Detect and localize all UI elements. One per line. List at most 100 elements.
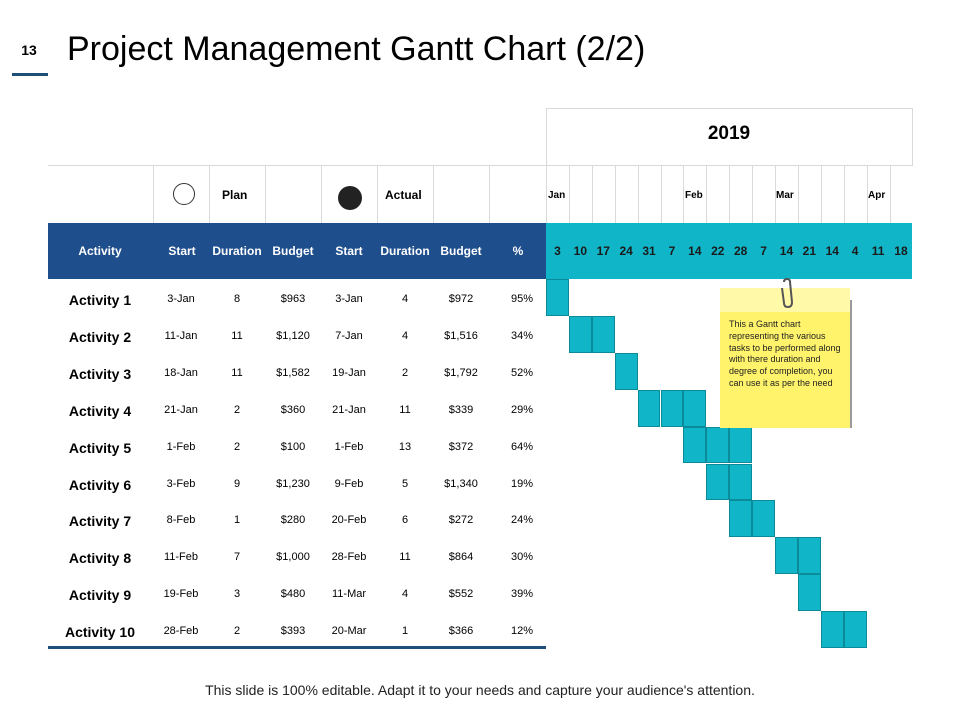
plan-duration-cell: 2 <box>233 440 241 453</box>
paperclip-icon <box>781 278 794 309</box>
gantt-bar-6 <box>729 463 753 501</box>
percent-cell: 19% <box>510 477 534 490</box>
actual-start-cell: 28-Feb <box>331 551 367 564</box>
plan-duration-cell: 2 <box>233 625 241 638</box>
week-label: 10 <box>573 244 588 258</box>
gantt-bar-8 <box>797 537 821 575</box>
plan-budget-cell: $393 <box>280 625 306 638</box>
week-label: 14 <box>825 244 839 258</box>
actual-start-cell: 9-Feb <box>334 477 364 490</box>
week-label: 3 <box>554 244 561 258</box>
table-bottom-border <box>48 646 546 649</box>
week-grid-line <box>752 166 753 223</box>
actual-label: Actual <box>385 188 422 202</box>
grid-line <box>153 166 154 223</box>
plan-start-cell: 19-Feb <box>163 588 199 601</box>
activity-name: Activity 3 <box>68 365 132 382</box>
column-header-actual-budget: Budget <box>440 244 482 258</box>
activity-name: Activity 2 <box>68 328 132 345</box>
column-header-actual-start: Start <box>335 244 363 258</box>
slide-number-underline <box>12 73 48 76</box>
percent-cell: 29% <box>510 403 534 416</box>
sticky-note-top <box>720 288 850 312</box>
activity-name: Activity 5 <box>68 439 132 456</box>
plan-start-cell: 8-Feb <box>166 514 196 527</box>
actual-start-cell: 1-Feb <box>334 440 364 453</box>
actual-budget-cell: $1,340 <box>444 477 478 490</box>
column-header-percent: % <box>512 244 524 258</box>
week-label: 24 <box>619 244 633 258</box>
activity-name: Activity 4 <box>68 402 132 419</box>
percent-cell: 24% <box>510 514 534 527</box>
plan-budget-cell: $1,230 <box>276 477 310 490</box>
plan-budget-cell: $963 <box>280 293 306 305</box>
activity-name: Activity 8 <box>68 550 132 567</box>
actual-budget-cell: $552 <box>448 588 474 601</box>
actual-circle-icon <box>338 186 362 210</box>
plan-start-cell: 18-Jan <box>164 366 198 379</box>
plan-start-cell: 1-Feb <box>166 440 196 453</box>
gantt-bar-8 <box>775 537 798 575</box>
gantt-bar-2 <box>568 315 592 353</box>
actual-duration-cell: 4 <box>401 293 409 305</box>
actual-start-cell: 19-Jan <box>332 366 366 379</box>
activity-name: Activity 10 <box>64 624 136 641</box>
percent-cell: 64% <box>510 440 534 453</box>
actual-start-cell: 20-Feb <box>331 514 367 527</box>
week-label: 14 <box>779 244 794 258</box>
grid-line <box>321 166 322 223</box>
slide-number: 13 <box>21 42 37 58</box>
actual-budget-cell: $972 <box>448 293 474 305</box>
gantt-bar-3 <box>614 352 638 390</box>
plan-budget-cell: $1,120 <box>276 329 310 342</box>
grid-line <box>48 165 912 166</box>
gantt-bar-7 <box>752 500 775 538</box>
gantt-bar-5 <box>683 426 707 464</box>
column-header-plan-start: Start <box>168 244 196 258</box>
week-label: 22 <box>711 244 725 258</box>
gantt-bar-7 <box>729 500 753 538</box>
actual-start-cell: 11-Mar <box>331 588 367 601</box>
plan-budget-cell: $360 <box>280 403 306 416</box>
plan-start-cell: 3-Jan <box>167 293 195 305</box>
grid-line <box>265 166 266 223</box>
week-label: 17 <box>596 244 610 258</box>
actual-start-cell: 20-Mar <box>331 625 367 638</box>
plan-start-cell: 3-Feb <box>166 477 196 490</box>
actual-start-cell: 3-Jan <box>335 293 363 305</box>
week-label: 4 <box>851 244 859 258</box>
actual-duration-cell: 1 <box>401 625 409 638</box>
week-grid-line <box>798 166 799 223</box>
month-label: Feb <box>685 190 703 201</box>
month-label: Mar <box>776 190 794 201</box>
plan-duration-cell: 9 <box>233 477 241 490</box>
plan-circle-icon <box>173 183 195 205</box>
gantt-bar-10 <box>843 611 867 648</box>
percent-cell: 52% <box>510 366 534 379</box>
gantt-bar-5 <box>729 426 753 464</box>
gantt-bar-1 <box>546 279 569 316</box>
week-grid-line <box>775 166 776 223</box>
grid-line <box>912 108 913 166</box>
week-label: 18 <box>894 244 908 258</box>
column-header-band <box>48 223 546 279</box>
actual-budget-cell: $1,516 <box>444 329 478 342</box>
week-grid-line <box>844 166 845 223</box>
year-label: 2019 <box>707 123 751 144</box>
week-header-band <box>546 223 912 279</box>
plan-budget-cell: $1,000 <box>276 551 310 564</box>
plan-duration-cell: 8 <box>233 293 241 305</box>
week-label: 7 <box>760 244 767 258</box>
plan-start-cell: 11-Feb <box>163 551 199 564</box>
percent-cell: 30% <box>510 551 534 564</box>
plan-start-cell: 28-Feb <box>163 625 199 638</box>
week-grid-line <box>569 166 570 223</box>
actual-duration-cell: 13 <box>398 440 412 453</box>
plan-budget-cell: $1,582 <box>276 366 310 379</box>
plan-duration-cell: 2 <box>233 403 241 416</box>
gantt-bar-6 <box>706 463 730 501</box>
grid-line <box>489 166 490 223</box>
actual-duration-cell: 2 <box>401 366 409 379</box>
percent-cell: 34% <box>510 329 534 342</box>
column-header-plan-duration: Duration <box>212 244 262 258</box>
